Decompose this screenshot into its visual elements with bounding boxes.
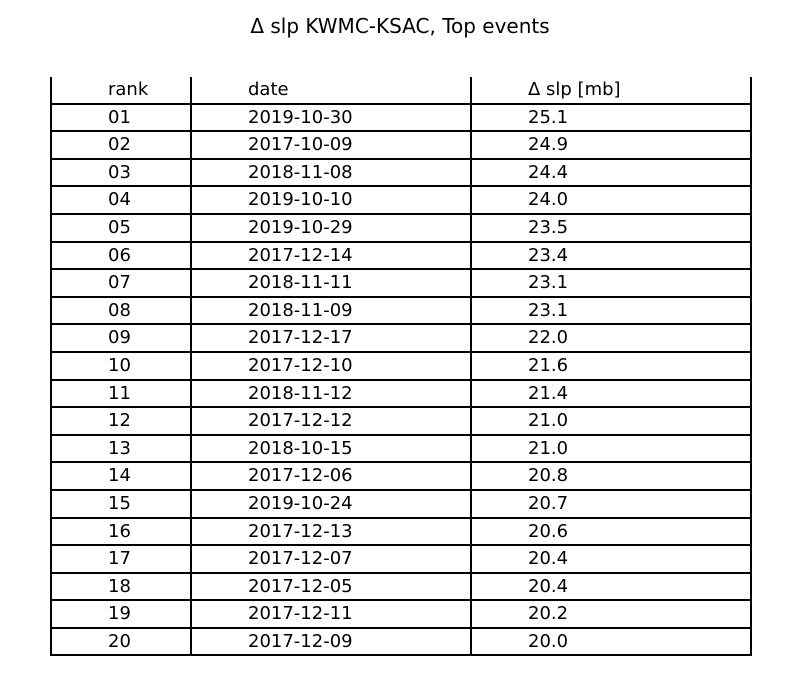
rank-cell: 16: [50, 517, 192, 547]
column-header-slp: Δ slp [mb]: [470, 77, 752, 105]
rank-cell: 17: [50, 545, 192, 574]
rank-cell: 06: [50, 241, 192, 271]
date-cell: 2018-10-15: [190, 434, 472, 464]
rank-cell: 12: [50, 407, 192, 436]
date-cell: 2017-12-12: [190, 407, 472, 436]
rank-cell: 20: [50, 627, 192, 657]
rank-cell: 13: [50, 434, 192, 464]
table-row: 16 2017-12-13 20.6: [50, 517, 752, 547]
rank-cell: 08: [50, 296, 192, 326]
rank-cell: 14: [50, 462, 192, 491]
table-row: 15 2019-10-24 20.7: [50, 489, 752, 519]
table-row: 20 2017-12-09 20.0: [50, 627, 752, 657]
table-row: 07 2018-11-11 23.1: [50, 269, 752, 298]
table-row: 19 2017-12-11 20.2: [50, 600, 752, 629]
date-cell: 2019-10-30: [190, 103, 472, 133]
slp-cell: 21.4: [470, 379, 752, 409]
rank-cell: 19: [50, 600, 192, 629]
date-cell: 2019-10-10: [190, 186, 472, 215]
slp-cell: 20.4: [470, 545, 752, 574]
table-row: 18 2017-12-05 20.4: [50, 572, 752, 602]
slp-cell: 23.5: [470, 213, 752, 243]
date-cell: 2019-10-24: [190, 489, 472, 519]
rank-cell: 07: [50, 269, 192, 298]
date-cell: 2017-12-17: [190, 324, 472, 353]
slp-cell: 20.0: [470, 627, 752, 657]
table-row: 09 2017-12-17 22.0: [50, 324, 752, 353]
table-row: 08 2018-11-09 23.1: [50, 296, 752, 326]
rank-cell: 05: [50, 213, 192, 243]
date-cell: 2017-12-07: [190, 545, 472, 574]
date-cell: 2018-11-12: [190, 379, 472, 409]
header-row: rank date Δ slp [mb]: [50, 77, 752, 105]
table-row: 06 2017-12-14 23.4: [50, 241, 752, 271]
table-row: 01 2019-10-30 25.1: [50, 103, 752, 133]
date-cell: 2017-10-09: [190, 131, 472, 160]
slp-cell: 20.2: [470, 600, 752, 629]
table-row: 02 2017-10-09 24.9: [50, 131, 752, 160]
slp-cell: 21.0: [470, 434, 752, 464]
table-row: 17 2017-12-07 20.4: [50, 545, 752, 574]
slp-cell: 24.0: [470, 186, 752, 215]
date-cell: 2017-12-11: [190, 600, 472, 629]
date-cell: 2018-11-11: [190, 269, 472, 298]
column-header-date: date: [190, 77, 472, 105]
slp-cell: 25.1: [470, 103, 752, 133]
rank-cell: 02: [50, 131, 192, 160]
slp-cell: 24.4: [470, 158, 752, 188]
column-header-rank: rank: [50, 77, 192, 105]
table-header: rank date Δ slp [mb]: [50, 77, 752, 105]
table-row: 13 2018-10-15 21.0: [50, 434, 752, 464]
table-row: 05 2019-10-29 23.5: [50, 213, 752, 243]
rank-cell: 04: [50, 186, 192, 215]
slp-cell: 23.4: [470, 241, 752, 271]
date-cell: 2017-12-10: [190, 351, 472, 381]
table-row: 04 2019-10-10 24.0: [50, 186, 752, 215]
date-cell: 2017-12-05: [190, 572, 472, 602]
date-cell: 2018-11-09: [190, 296, 472, 326]
slp-cell: 20.7: [470, 489, 752, 519]
rank-cell: 09: [50, 324, 192, 353]
table-row: 14 2017-12-06 20.8: [50, 462, 752, 491]
date-cell: 2017-12-06: [190, 462, 472, 491]
slp-cell: 20.4: [470, 572, 752, 602]
date-cell: 2018-11-08: [190, 158, 472, 188]
chart-title: Δ slp KWMC-KSAC, Top events: [250, 14, 550, 38]
date-cell: 2017-12-09: [190, 627, 472, 657]
rank-cell: 11: [50, 379, 192, 409]
table-row: 11 2018-11-12 21.4: [50, 379, 752, 409]
slp-cell: 20.8: [470, 462, 752, 491]
events-table-container: rank date Δ slp [mb] 01 2019-10-30 25.1 02 2…: [50, 77, 752, 657]
table-row: 03 2018-11-08 24.4: [50, 158, 752, 188]
slp-cell: 22.0: [470, 324, 752, 353]
table-row: 10 2017-12-10 21.6: [50, 351, 752, 381]
slp-cell: 21.0: [470, 407, 752, 436]
date-cell: 2017-12-13: [190, 517, 472, 547]
slp-cell: 23.1: [470, 296, 752, 326]
slp-cell: 24.9: [470, 131, 752, 160]
date-cell: 2019-10-29: [190, 213, 472, 243]
rank-cell: 15: [50, 489, 192, 519]
rank-cell: 03: [50, 158, 192, 188]
slp-cell: 20.6: [470, 517, 752, 547]
rank-cell: 01: [50, 103, 192, 133]
table-row: 12 2017-12-12 21.0: [50, 407, 752, 436]
slp-cell: 21.6: [470, 351, 752, 381]
rank-cell: 18: [50, 572, 192, 602]
table-body: 01 2019-10-30 25.1 02 2017-10-09 24.9 03 2018-1…: [50, 103, 752, 657]
rank-cell: 10: [50, 351, 192, 381]
date-cell: 2017-12-14: [190, 241, 472, 271]
events-table: rank date Δ slp [mb] 01 2019-10-30 25.1 02 2…: [50, 77, 752, 657]
slp-cell: 23.1: [470, 269, 752, 298]
